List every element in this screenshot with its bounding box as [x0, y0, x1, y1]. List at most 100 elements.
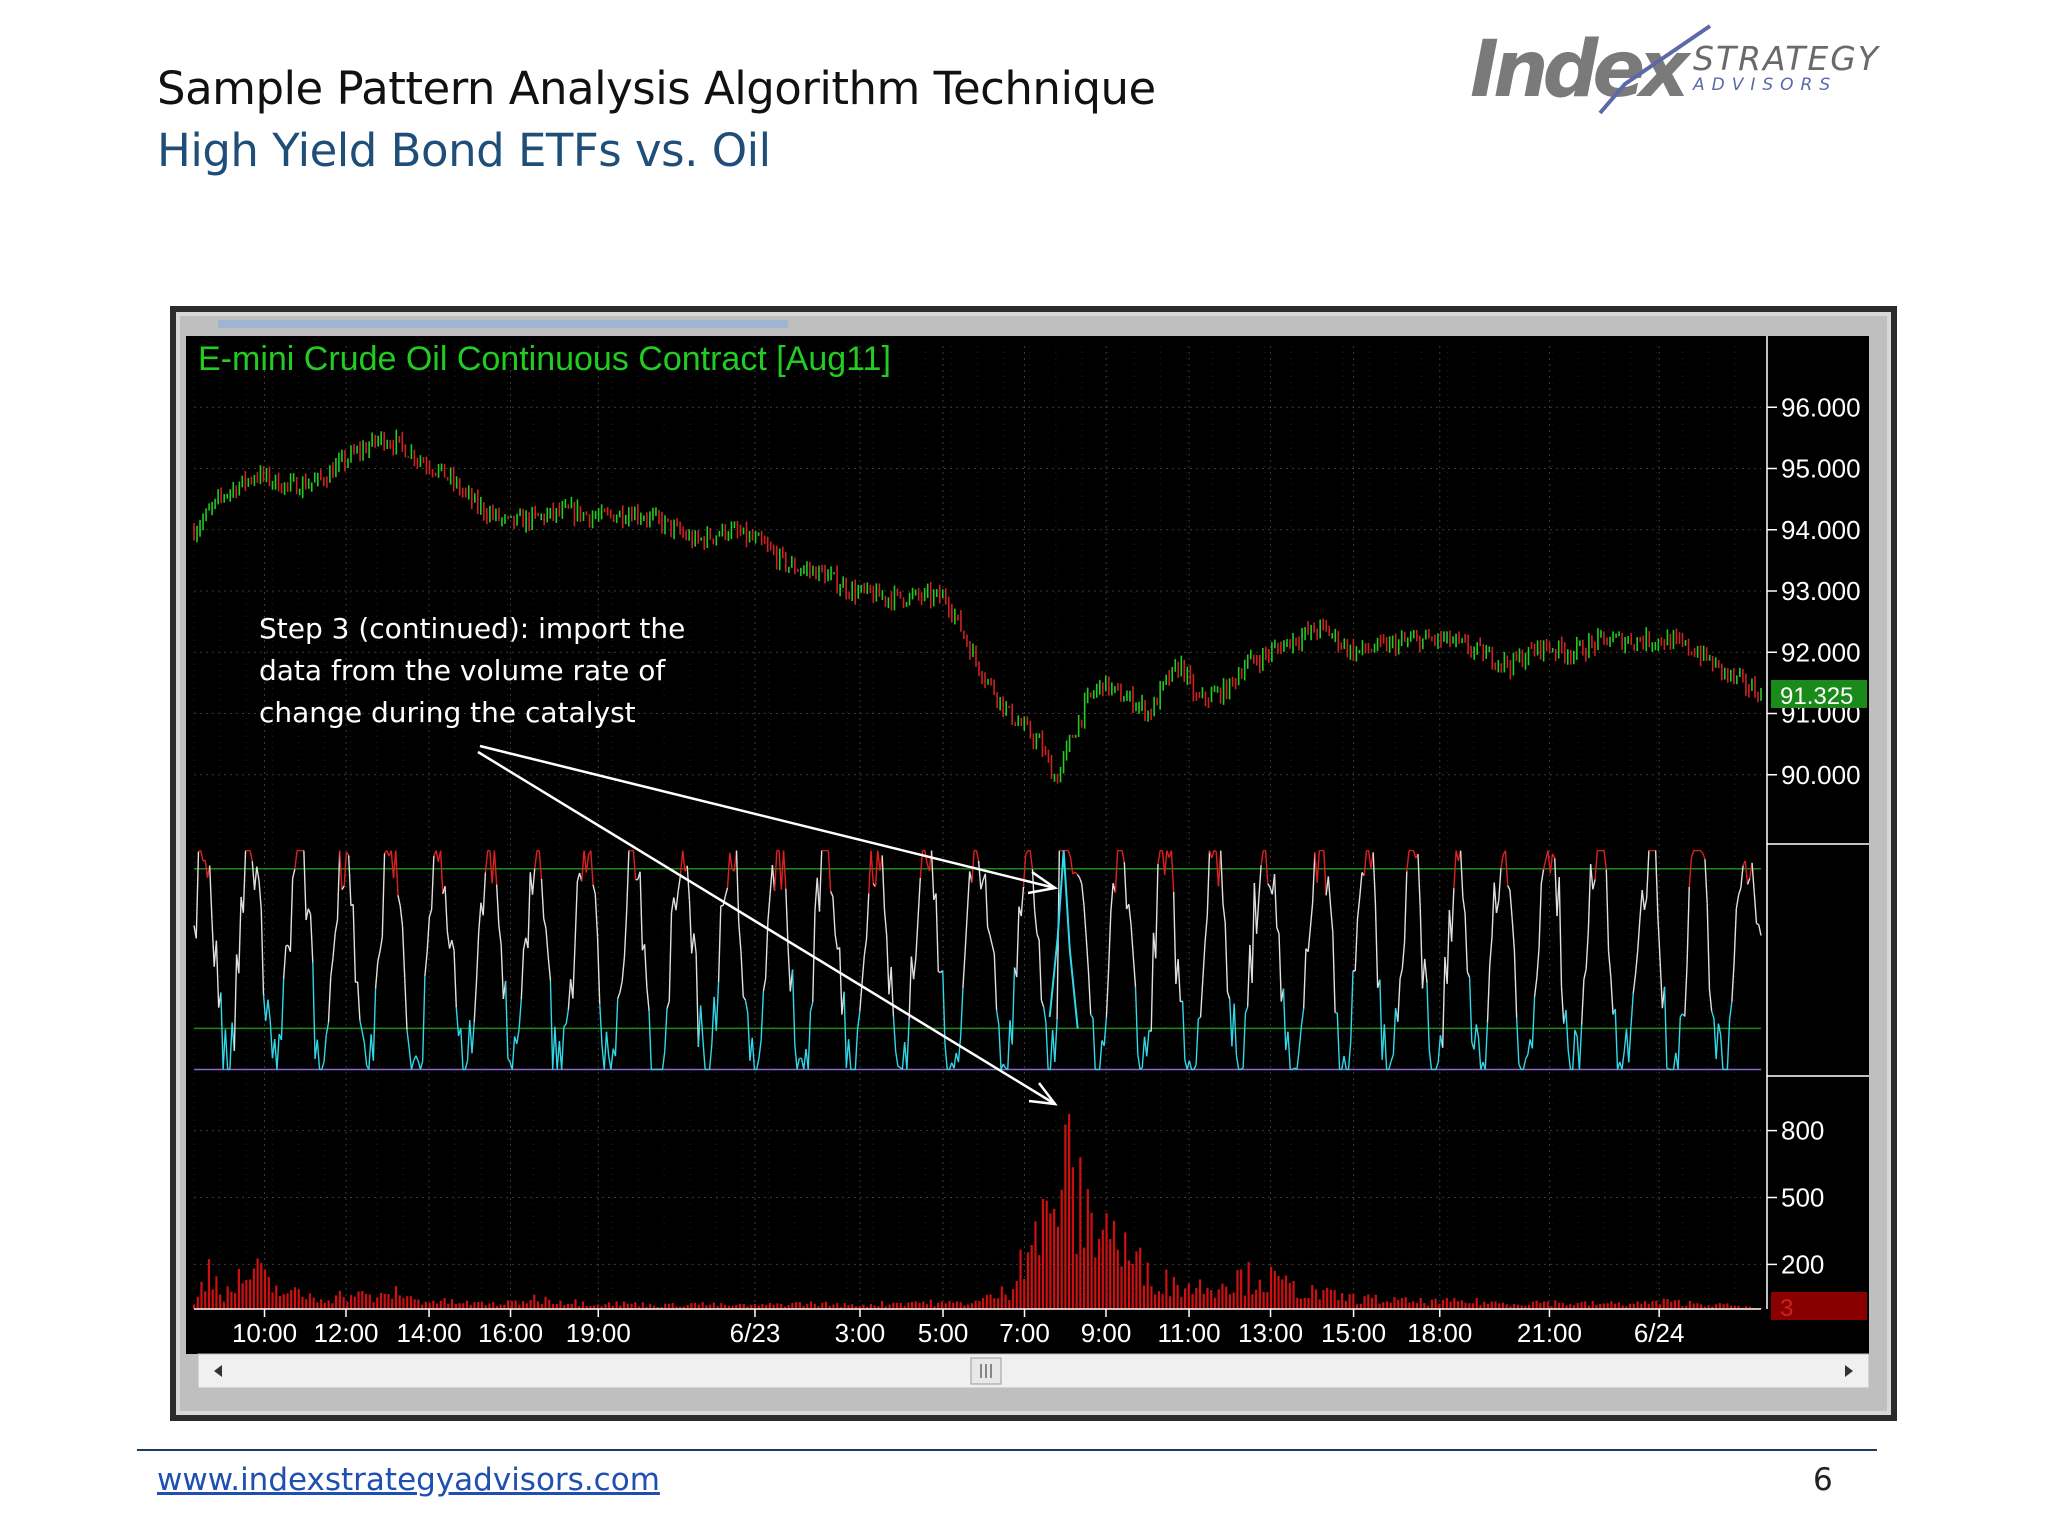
oscillator-segment: [560, 1026, 565, 1070]
oscillator-segment: [865, 893, 870, 940]
oscillator-segment: [590, 850, 594, 885]
oscillator-segment: [1000, 1063, 1004, 1070]
oscillator-segment: [1578, 1024, 1583, 1070]
oscillator-segment: [785, 888, 789, 948]
oscillator-segment: [495, 884, 500, 926]
oscillator-segment: [540, 878, 545, 919]
oscillator-segment: [316, 1039, 321, 1070]
footer-website-link[interactable]: www.indexstrategyadvisors.com: [157, 1462, 660, 1498]
oscillator-segment: [1719, 1034, 1724, 1070]
oscillator-segment: [1011, 967, 1016, 1045]
oscillator-segment: [439, 850, 444, 894]
oscillator-segment: [677, 875, 682, 891]
oscillator-segment: [1507, 885, 1511, 891]
oscillator-segment: [1347, 1041, 1352, 1070]
oscillator-segment: [908, 956, 913, 1020]
oscillator-segment: [563, 1023, 567, 1028]
scrollbar-thumb[interactable]: [970, 1357, 1002, 1385]
x-tick-label: 6/23: [730, 1318, 781, 1348]
last-price-badge: [1771, 680, 1867, 708]
oscillator-segment: [1464, 913, 1469, 972]
oscillator-segment: [1137, 1054, 1141, 1070]
oscillator-segment: [374, 961, 379, 989]
annotation-arrow-upper: [479, 744, 1059, 895]
oscillator-segment: [265, 999, 269, 1022]
oscillator-segment: [491, 850, 496, 884]
oscillator-segment: [747, 1012, 751, 1061]
oscillator-segment: [1036, 933, 1040, 941]
oscillator-segment: [417, 1060, 422, 1070]
oscillator-segment: [551, 1026, 556, 1070]
oscillator-segment: [1495, 900, 1500, 914]
oscillator-segment: [1533, 977, 1538, 997]
oscillator-segment: [1605, 869, 1610, 952]
oscillator-segment: [397, 895, 401, 907]
oscillator-segment: [1204, 915, 1208, 943]
oscillator-segment: [874, 850, 879, 887]
oscillator-segment: [830, 891, 834, 897]
oscillator-segment: [1659, 960, 1664, 1009]
oscillator-segment: [504, 980, 509, 1059]
scroll-left-icon[interactable]: [214, 1365, 222, 1377]
oscillator-segment: [1625, 1029, 1630, 1063]
oscillator-segment: [738, 922, 742, 952]
oscillator-segment: [567, 979, 572, 1010]
x-tick-label: 7:00: [999, 1318, 1050, 1348]
oscillator-segment: [697, 1005, 702, 1047]
oscillator-segment: [1002, 1063, 1007, 1069]
oscillator-segment: [962, 950, 966, 989]
oscillator-segment: [200, 850, 204, 862]
oscillator-segment: [803, 1048, 807, 1070]
oscillator-segment: [332, 932, 336, 958]
annotation-line-3: change during the catalyst: [259, 696, 636, 729]
oscillator-segment: [1518, 1063, 1522, 1070]
oscillator-segment: [1713, 1018, 1717, 1060]
oscillator-segment: [276, 1034, 280, 1070]
oscillator-segment: [863, 938, 868, 956]
oscillator-segment: [870, 850, 874, 884]
x-tick-label: 9:00: [1081, 1318, 1132, 1348]
oscillator-segment: [1592, 879, 1596, 890]
oscillator-segment: [832, 896, 836, 935]
oscillator-segment: [796, 1058, 800, 1070]
oscillator-segment: [294, 850, 298, 869]
oscillator-segment: [215, 940, 220, 1008]
oscillator-segment: [1616, 1061, 1621, 1070]
oscillator-segment: [625, 850, 630, 912]
oscillator-segment: [1731, 962, 1735, 1002]
oscillator-segment: [935, 893, 939, 972]
oscillator-segment: [760, 991, 765, 1040]
oscillator-segment: [668, 912, 673, 1002]
oscillator-segment: [249, 850, 253, 862]
oscillator-segment: [1202, 942, 1206, 980]
x-tick-label: 3:00: [835, 1318, 886, 1348]
oscillator-segment: [1480, 1061, 1484, 1070]
oscillator-segment: [688, 899, 693, 954]
oscillator-segment: [1397, 978, 1401, 1022]
last-volume-value: 3: [1780, 1295, 1793, 1322]
oscillator-segment: [1069, 857, 1074, 875]
oscillator-segment: [1690, 850, 1695, 858]
oscillator-segment: [948, 1062, 953, 1070]
oscillator-segment: [639, 871, 644, 951]
oscillator-segment: [1172, 891, 1177, 984]
logo-index-text: Index: [1470, 25, 1692, 115]
annotation-line-1: Step 3 (continued): import the: [259, 612, 685, 645]
oscillator-segment: [195, 851, 200, 939]
x-tick-label: 14:00: [397, 1318, 462, 1348]
oscillator-segment: [1123, 862, 1128, 910]
oscillator-segment: [989, 934, 993, 945]
oscillator-segment: [1049, 1029, 1054, 1070]
oscillator-segment: [258, 880, 262, 910]
oscillator-segment: [1307, 927, 1312, 952]
oscillator-segment: [269, 1020, 274, 1059]
oscillator-segment: [1498, 868, 1502, 901]
oscillator-segment: [1733, 908, 1738, 963]
oscillator-segment: [538, 850, 543, 880]
last-price-value: 91.325: [1780, 683, 1853, 710]
oscillator-segment: [291, 868, 296, 879]
oscillator-segment: [1363, 850, 1368, 876]
horizontal-scrollbar[interactable]: [197, 1353, 1870, 1389]
oscillator-segment: [498, 925, 502, 945]
scroll-right-icon[interactable]: [1845, 1365, 1853, 1377]
